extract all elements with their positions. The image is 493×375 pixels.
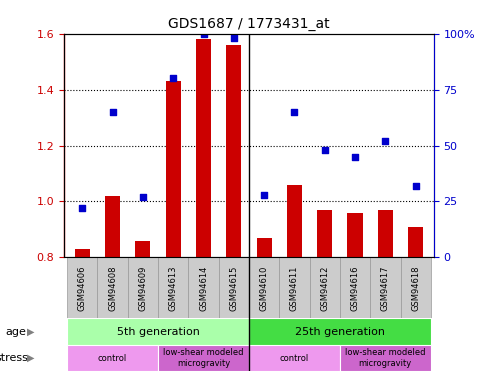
Bar	[287, 185, 302, 257]
FancyBboxPatch shape	[158, 345, 249, 371]
Point	[230, 35, 238, 41]
FancyBboxPatch shape	[310, 257, 340, 318]
FancyBboxPatch shape	[98, 257, 128, 318]
Point	[260, 192, 268, 198]
Bar	[378, 210, 393, 257]
Point	[200, 31, 208, 37]
Point	[108, 109, 116, 115]
FancyBboxPatch shape	[340, 345, 431, 371]
Point	[382, 138, 389, 144]
Text: GSM94611: GSM94611	[290, 265, 299, 310]
FancyBboxPatch shape	[219, 257, 249, 318]
Bar	[348, 213, 363, 257]
Text: GSM94613: GSM94613	[169, 265, 177, 310]
Text: low-shear modeled
microgravity: low-shear modeled microgravity	[345, 348, 425, 368]
Text: 25th generation: 25th generation	[295, 327, 385, 337]
Text: 5th generation: 5th generation	[117, 327, 200, 337]
Text: GSM94610: GSM94610	[260, 265, 269, 310]
Text: control: control	[98, 354, 127, 363]
FancyBboxPatch shape	[67, 257, 98, 318]
Text: control: control	[280, 354, 309, 363]
Bar	[256, 238, 272, 257]
FancyBboxPatch shape	[370, 257, 400, 318]
Text: GSM94618: GSM94618	[411, 265, 420, 310]
Text: GSM94608: GSM94608	[108, 265, 117, 310]
Text: stress: stress	[0, 353, 28, 363]
Point	[169, 75, 177, 81]
FancyBboxPatch shape	[279, 257, 310, 318]
Text: GSM94606: GSM94606	[78, 265, 87, 310]
Text: GSM94612: GSM94612	[320, 265, 329, 310]
FancyBboxPatch shape	[249, 257, 279, 318]
FancyBboxPatch shape	[67, 318, 249, 345]
Text: age: age	[5, 327, 26, 337]
FancyBboxPatch shape	[188, 257, 219, 318]
Bar	[226, 45, 242, 257]
Bar	[408, 226, 423, 257]
Point	[412, 183, 420, 189]
Bar	[317, 210, 332, 257]
Point	[78, 205, 86, 211]
FancyBboxPatch shape	[128, 257, 158, 318]
Text: GSM94609: GSM94609	[139, 265, 147, 310]
Bar	[196, 39, 211, 257]
FancyBboxPatch shape	[340, 257, 370, 318]
FancyBboxPatch shape	[249, 318, 431, 345]
Point	[139, 194, 147, 200]
Title: GDS1687 / 1773431_at: GDS1687 / 1773431_at	[168, 17, 330, 32]
Text: GSM94616: GSM94616	[351, 265, 359, 310]
Text: ▶: ▶	[27, 327, 35, 337]
Point	[351, 154, 359, 160]
Text: ▶: ▶	[27, 353, 35, 363]
Bar	[166, 81, 181, 257]
FancyBboxPatch shape	[158, 257, 188, 318]
Bar	[135, 241, 150, 257]
Text: GSM94614: GSM94614	[199, 265, 208, 310]
Point	[321, 147, 329, 153]
Bar	[105, 196, 120, 257]
Text: GSM94615: GSM94615	[229, 265, 238, 310]
FancyBboxPatch shape	[249, 345, 340, 371]
Bar	[75, 249, 90, 257]
FancyBboxPatch shape	[67, 345, 158, 371]
Text: GSM94617: GSM94617	[381, 265, 390, 310]
Point	[290, 109, 298, 115]
FancyBboxPatch shape	[400, 257, 431, 318]
Text: low-shear modeled
microgravity: low-shear modeled microgravity	[163, 348, 244, 368]
